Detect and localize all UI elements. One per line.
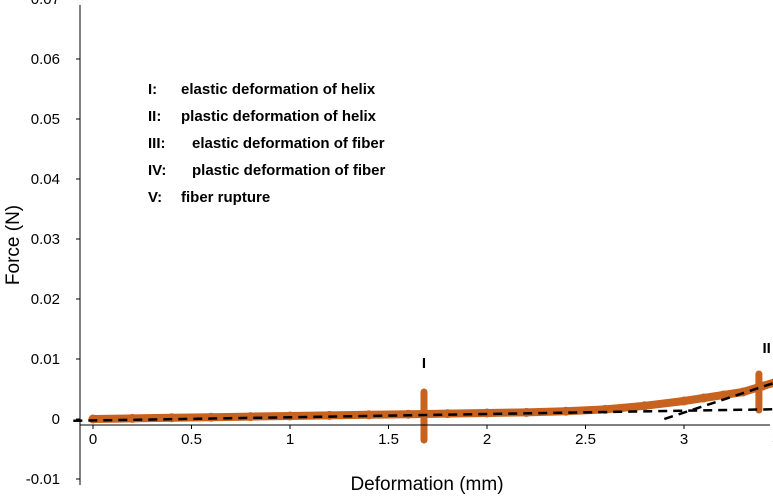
data-band-segment-10 bbox=[483, 408, 531, 417]
legend-code: IV: bbox=[148, 162, 166, 179]
region-label-I: I bbox=[422, 355, 426, 372]
y-tick-label: 0.02 bbox=[31, 291, 60, 308]
x-tick-label: 2.5 bbox=[575, 431, 596, 448]
data-band-segment-13 bbox=[601, 401, 649, 414]
x-tick-label: 2 bbox=[483, 431, 491, 448]
x-tick-label: 0 bbox=[89, 431, 97, 448]
y-tick-label: 0.07 bbox=[31, 0, 60, 8]
legend-code: III: bbox=[148, 135, 166, 152]
data-band-segment-12 bbox=[561, 405, 610, 416]
y-tick-label: -0.01 bbox=[26, 471, 60, 488]
x-tick-label: 0.5 bbox=[181, 431, 202, 448]
y-tick-label: 0.01 bbox=[31, 351, 60, 368]
data-band-segment-1 bbox=[128, 413, 176, 423]
fit-lines bbox=[73, 381, 773, 423]
y-tick-label: 0.05 bbox=[31, 111, 60, 128]
legend-description: elastic deformation of helix bbox=[181, 81, 376, 98]
legend-description: elastic deformation of fiber bbox=[192, 135, 385, 152]
data-band-segment-0 bbox=[89, 414, 137, 423]
tick-labels: 00.511.522.533.544.55-0.0100.010.020.030… bbox=[26, 0, 773, 488]
y-axis-title: Force (N) bbox=[3, 205, 24, 285]
x-tick-label: 1.5 bbox=[378, 431, 399, 448]
legend-description: plastic deformation of fiber bbox=[192, 162, 386, 179]
data-band-segment-14 bbox=[640, 397, 688, 410]
legend-description: fiber rupture bbox=[181, 189, 270, 206]
legend-description: plastic deformation of helix bbox=[181, 108, 377, 125]
legend-code: I: bbox=[148, 81, 157, 98]
fit-line-0 bbox=[73, 408, 773, 423]
legend: I: elastic deformation of helix II: plastic… bbox=[148, 81, 386, 206]
data-band-segment-2 bbox=[167, 413, 216, 422]
axes bbox=[79, 5, 770, 485]
x-tick-label: 3 bbox=[680, 431, 688, 448]
legend-code: V: bbox=[148, 189, 162, 206]
data-band-segment-5 bbox=[286, 411, 334, 420]
y-tick-label: 0 bbox=[52, 411, 60, 428]
x-axis-title: Deformation (mm) bbox=[350, 474, 503, 495]
region-label-II: II bbox=[763, 340, 771, 357]
x-tick-label: 1 bbox=[286, 431, 294, 448]
data-band-segment-3 bbox=[207, 412, 255, 422]
y-tick-label: 0.03 bbox=[31, 231, 60, 248]
legend-code: II: bbox=[148, 108, 161, 125]
y-tick-label: 0.06 bbox=[31, 51, 60, 68]
y-tick-label: 0.04 bbox=[31, 171, 60, 188]
region-labels: IIIIIIIVV bbox=[422, 340, 771, 372]
